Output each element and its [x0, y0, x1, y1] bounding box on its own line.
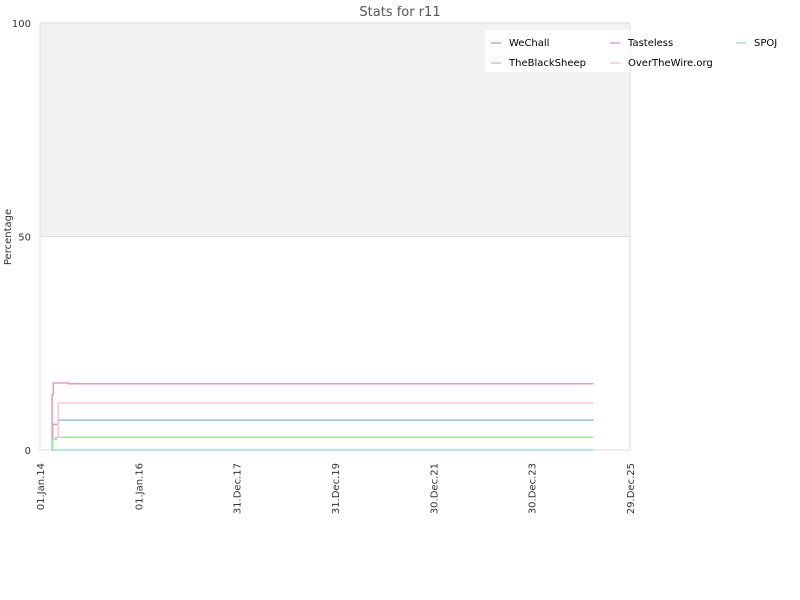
legend-background [485, 30, 630, 72]
x-tick-label: 30.Dec.21 [429, 463, 440, 514]
chart-title: Stats for r11 [359, 5, 440, 20]
x-tick-label: 01.Jan.14 [36, 463, 47, 510]
series-line-overthewire-org [54, 402, 594, 438]
series-layer [51, 382, 594, 451]
x-tick-label: 31.Dec.19 [331, 463, 342, 514]
x-tick-label: 30.Dec.23 [528, 463, 539, 514]
y-axis-label: Percentage [3, 209, 14, 265]
legend-label-theblacksheep: TheBlackSheep [508, 58, 586, 69]
x-tick-label: 29.Dec.25 [626, 463, 637, 514]
x-tick-label: 01.Jan.16 [134, 463, 145, 510]
y-tick-label: 100 [12, 19, 31, 30]
legend-label-spoj: SPOJ [754, 38, 777, 49]
legend: WeChall Tasteless SPOJ TheBlackSheep Ove… [485, 30, 777, 72]
x-tick-label: 31.Dec.17 [233, 463, 244, 514]
legend-label-overthewire: OverTheWire.org [628, 58, 713, 69]
y-tick-label: 0 [25, 446, 31, 457]
legend-label-tasteless: Tasteless [627, 38, 673, 49]
series-line-theblacksheep [51, 436, 594, 451]
y-tick-label: 50 [18, 233, 31, 244]
legend-label-wechall: WeChall [509, 38, 549, 49]
series-line-tasteless [51, 382, 594, 451]
